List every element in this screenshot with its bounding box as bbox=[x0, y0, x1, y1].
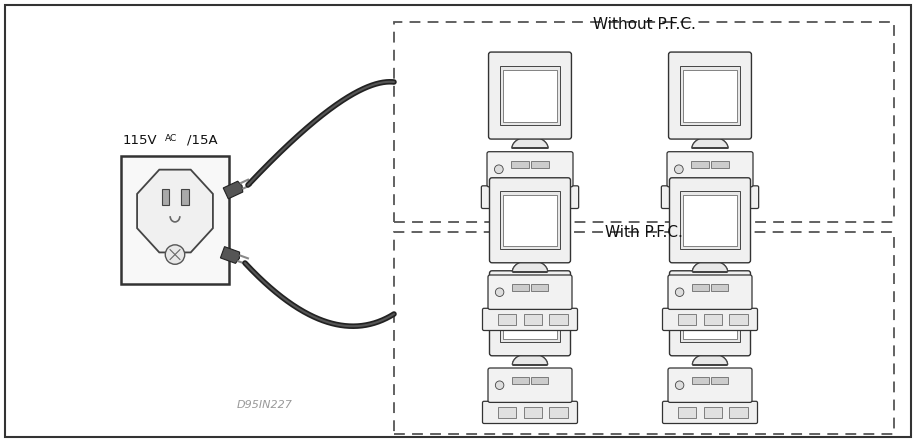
Polygon shape bbox=[692, 260, 727, 272]
Circle shape bbox=[496, 288, 504, 297]
FancyBboxPatch shape bbox=[488, 275, 572, 309]
Bar bbox=[683, 195, 736, 246]
Bar bbox=[181, 189, 189, 205]
Circle shape bbox=[675, 288, 684, 297]
FancyBboxPatch shape bbox=[661, 186, 758, 209]
FancyBboxPatch shape bbox=[481, 186, 579, 209]
Bar bbox=[500, 191, 560, 249]
Bar bbox=[678, 407, 696, 418]
Bar bbox=[703, 314, 722, 325]
Bar bbox=[678, 314, 696, 325]
Bar bbox=[499, 66, 561, 125]
Text: 115V: 115V bbox=[123, 133, 157, 146]
Circle shape bbox=[496, 381, 504, 389]
Circle shape bbox=[674, 165, 683, 174]
Bar bbox=[550, 192, 569, 203]
Bar bbox=[503, 195, 557, 246]
Bar bbox=[550, 407, 568, 418]
Bar bbox=[530, 377, 549, 384]
Bar bbox=[729, 407, 747, 418]
Text: With P.F.C.: With P.F.C. bbox=[605, 225, 683, 240]
FancyBboxPatch shape bbox=[488, 368, 572, 402]
Bar bbox=[497, 407, 517, 418]
FancyBboxPatch shape bbox=[662, 309, 758, 331]
FancyBboxPatch shape bbox=[670, 178, 750, 263]
FancyBboxPatch shape bbox=[667, 152, 753, 187]
Bar bbox=[692, 161, 709, 168]
Bar bbox=[711, 161, 729, 168]
Circle shape bbox=[675, 381, 684, 389]
FancyBboxPatch shape bbox=[483, 309, 577, 331]
FancyBboxPatch shape bbox=[668, 368, 752, 402]
Bar bbox=[497, 192, 516, 203]
Bar bbox=[680, 66, 740, 125]
Bar bbox=[730, 192, 748, 203]
Bar bbox=[503, 69, 557, 122]
FancyBboxPatch shape bbox=[489, 178, 571, 263]
Bar bbox=[530, 161, 549, 168]
FancyBboxPatch shape bbox=[489, 271, 571, 356]
Bar bbox=[500, 285, 560, 342]
Polygon shape bbox=[692, 353, 727, 365]
FancyBboxPatch shape bbox=[668, 275, 752, 309]
Polygon shape bbox=[512, 353, 548, 365]
Text: Without P.F.C.: Without P.F.C. bbox=[593, 17, 695, 32]
Bar bbox=[703, 407, 722, 418]
Bar bbox=[524, 314, 542, 325]
Bar bbox=[121, 156, 229, 284]
Bar bbox=[511, 161, 529, 168]
FancyBboxPatch shape bbox=[670, 271, 750, 356]
Bar bbox=[711, 377, 728, 384]
Polygon shape bbox=[137, 170, 213, 252]
FancyBboxPatch shape bbox=[662, 401, 758, 423]
Bar bbox=[524, 407, 542, 418]
Circle shape bbox=[495, 165, 503, 174]
Bar bbox=[512, 377, 529, 384]
Bar bbox=[394, 232, 894, 434]
Bar bbox=[682, 69, 737, 122]
Bar bbox=[523, 192, 542, 203]
Bar bbox=[497, 314, 517, 325]
Bar bbox=[681, 285, 739, 342]
Bar bbox=[550, 314, 568, 325]
Bar bbox=[683, 288, 736, 339]
Bar bbox=[394, 22, 894, 222]
FancyBboxPatch shape bbox=[669, 52, 751, 139]
Bar bbox=[161, 189, 169, 205]
Polygon shape bbox=[692, 137, 728, 148]
Text: /15A: /15A bbox=[187, 133, 218, 146]
FancyBboxPatch shape bbox=[487, 152, 573, 187]
Circle shape bbox=[165, 245, 185, 264]
FancyBboxPatch shape bbox=[488, 52, 572, 139]
Polygon shape bbox=[224, 181, 243, 199]
Bar bbox=[703, 192, 722, 203]
Text: D95IN227: D95IN227 bbox=[237, 400, 293, 410]
Bar bbox=[711, 284, 728, 291]
Bar bbox=[681, 191, 739, 249]
Bar bbox=[530, 284, 549, 291]
Bar bbox=[692, 377, 709, 384]
Polygon shape bbox=[221, 247, 240, 263]
Text: AC: AC bbox=[165, 134, 178, 143]
Polygon shape bbox=[512, 260, 548, 272]
Polygon shape bbox=[512, 137, 548, 148]
Bar bbox=[692, 284, 709, 291]
Bar bbox=[729, 314, 747, 325]
Bar bbox=[677, 192, 696, 203]
FancyBboxPatch shape bbox=[483, 401, 577, 423]
Bar bbox=[503, 288, 557, 339]
Bar bbox=[512, 284, 529, 291]
